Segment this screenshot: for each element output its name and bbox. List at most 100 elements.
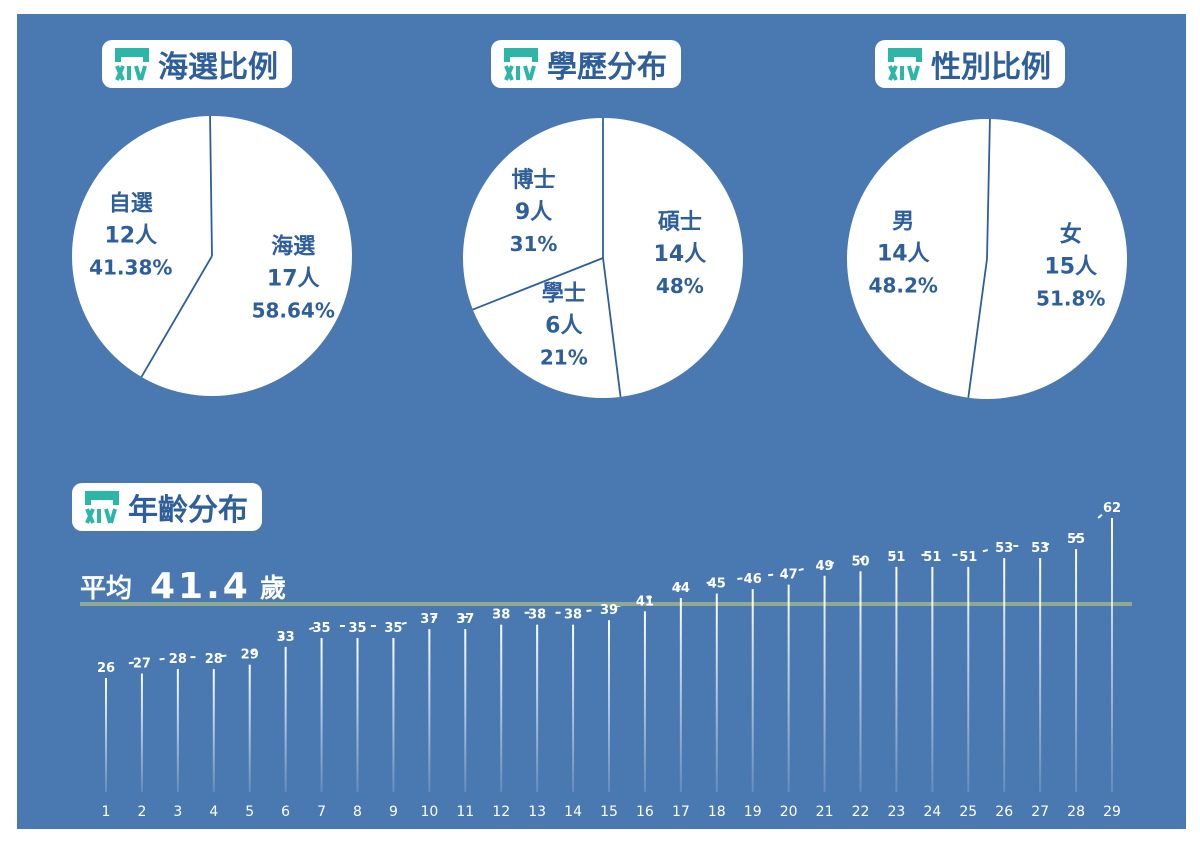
pie-charts: 海選 17人 58.64% 自選 12人 41.38% 碩士 14人 48% 學士 6人 21% 博士 9… [72, 116, 1127, 399]
age-bar [931, 566, 934, 792]
age-value-label: 51 [923, 550, 941, 565]
title-gender-badge: 性別比例 [875, 40, 1065, 88]
age-value-label: 53 [995, 541, 1013, 556]
age-category-label: 16 [636, 804, 654, 820]
pie-slice-label: 博士 9人 31% [510, 167, 558, 256]
age-bar [320, 638, 323, 792]
age-category-label: 17 [672, 804, 690, 820]
title-education-badge: 學歷分布 [491, 40, 681, 88]
age-category-label: 8 [353, 804, 362, 820]
age-bar [500, 624, 503, 792]
age-value-label: 51 [887, 550, 905, 565]
age-value-label: 37 [456, 612, 474, 627]
pie-slice-label: 學士 6人 21% [540, 280, 588, 369]
pie-slice-boundary [602, 257, 622, 398]
slice-percent-label: 21% [540, 345, 588, 369]
average-label-prefix: 平均 [80, 574, 132, 604]
age-bar [1075, 549, 1078, 792]
slice-count-label: 14人 [877, 241, 930, 266]
age-value-label: 53 [1031, 541, 1049, 556]
age-bar [105, 678, 107, 792]
age-chart: 26 1 27 2 28 3 28 4 29 5 33 6 35 7 35 8 35 9 37 10 37 11 38 12 3… [80, 501, 1132, 820]
age-category-label: 5 [245, 804, 254, 820]
pie-chart-2: 碩士 14人 48% 學士 6人 21% 博士 9人 31% [463, 118, 743, 398]
age-value-label: 50 [851, 554, 869, 569]
age-bar [679, 598, 682, 792]
age-bar [859, 571, 862, 792]
age-value-label: 29 [241, 648, 259, 663]
age-value-label: 26 [97, 661, 115, 676]
age-category-label: 22 [852, 804, 870, 820]
age-bar [284, 646, 287, 792]
age-category-label: 20 [780, 804, 798, 820]
slice-count-label: 12人 [104, 224, 157, 249]
title-audition-badge: 海選比例 [102, 40, 292, 88]
title-age-badge: 年齡分布 [72, 483, 262, 531]
pie-slice-label: 碩士 14人 48% [654, 210, 707, 298]
age-category-label: 2 [137, 804, 146, 820]
age-bar [643, 611, 646, 792]
age-value-label: 37 [420, 612, 438, 627]
age-category-label: 12 [492, 804, 510, 820]
slice-count-label: 6人 [545, 313, 582, 338]
age-bar [572, 624, 575, 792]
age-bar [715, 593, 718, 792]
age-bar [428, 629, 431, 792]
pie-slice-label: 男 14人 48.2% [869, 209, 938, 297]
age-category-label: 14 [564, 804, 582, 820]
average-value: 41.4 [150, 566, 251, 607]
slice-name-label: 海選 [271, 233, 315, 259]
party-logo-icon [504, 48, 538, 81]
age-value-label: 33 [277, 630, 295, 645]
age-category-label: 10 [420, 804, 438, 820]
average-label: 平均 41.4 歲 [80, 566, 286, 607]
slice-name-label: 自選 [109, 191, 153, 217]
pie-slice-boundary [209, 116, 213, 257]
age-bar [787, 584, 790, 792]
slice-name-label: 女 [1060, 222, 1082, 248]
age-value-label: 45 [708, 577, 726, 592]
age-value-label: 28 [205, 652, 223, 667]
age-value-label: 39 [600, 603, 618, 618]
slice-percent-label: 51.8% [1036, 287, 1105, 311]
pie-slice-boundary [140, 255, 213, 378]
slice-percent-label: 48% [656, 274, 704, 298]
age-category-label: 29 [1103, 804, 1121, 820]
age-bar [1039, 558, 1042, 792]
age-category-label: 11 [456, 804, 474, 820]
party-logo-icon [115, 48, 149, 81]
slice-name-label: 碩士 [658, 210, 702, 235]
age-category-label: 21 [816, 804, 834, 820]
age-category-label: 6 [281, 804, 290, 820]
age-category-label: 13 [528, 804, 546, 820]
pie-slice-boundary [986, 119, 991, 260]
age-bar [895, 566, 898, 792]
age-category-label: 27 [1031, 804, 1049, 820]
pie-slice-label: 自選 12人 41.38% [89, 191, 172, 280]
age-bar [212, 669, 215, 792]
title-age: 年齡分布 [128, 493, 248, 528]
age-bar [536, 624, 539, 792]
age-value-label: 35 [384, 621, 402, 636]
age-value-label: 35 [313, 621, 331, 636]
slice-count-label: 15人 [1044, 255, 1097, 280]
age-value-label: 51 [959, 550, 977, 565]
pie-chart-1: 海選 17人 58.64% 自選 12人 41.38% [72, 116, 352, 396]
age-category-label: 19 [744, 804, 762, 820]
age-value-label: 35 [348, 621, 366, 636]
slice-name-label: 男 [892, 209, 914, 234]
age-value-label: 46 [744, 572, 762, 587]
slice-count-label: 17人 [267, 266, 320, 291]
age-bar [1003, 558, 1006, 792]
age-bar [967, 566, 970, 792]
age-value-label: 27 [133, 657, 151, 672]
age-bar [1111, 518, 1113, 792]
pie-slice-label: 女 15人 51.8% [1036, 222, 1105, 311]
age-bar [751, 589, 754, 792]
age-category-label: 9 [389, 804, 398, 820]
age-value-label: 47 [780, 568, 798, 583]
slice-name-label: 博士 [512, 167, 556, 193]
age-value-label: 28 [169, 652, 187, 667]
age-bar [248, 664, 251, 792]
